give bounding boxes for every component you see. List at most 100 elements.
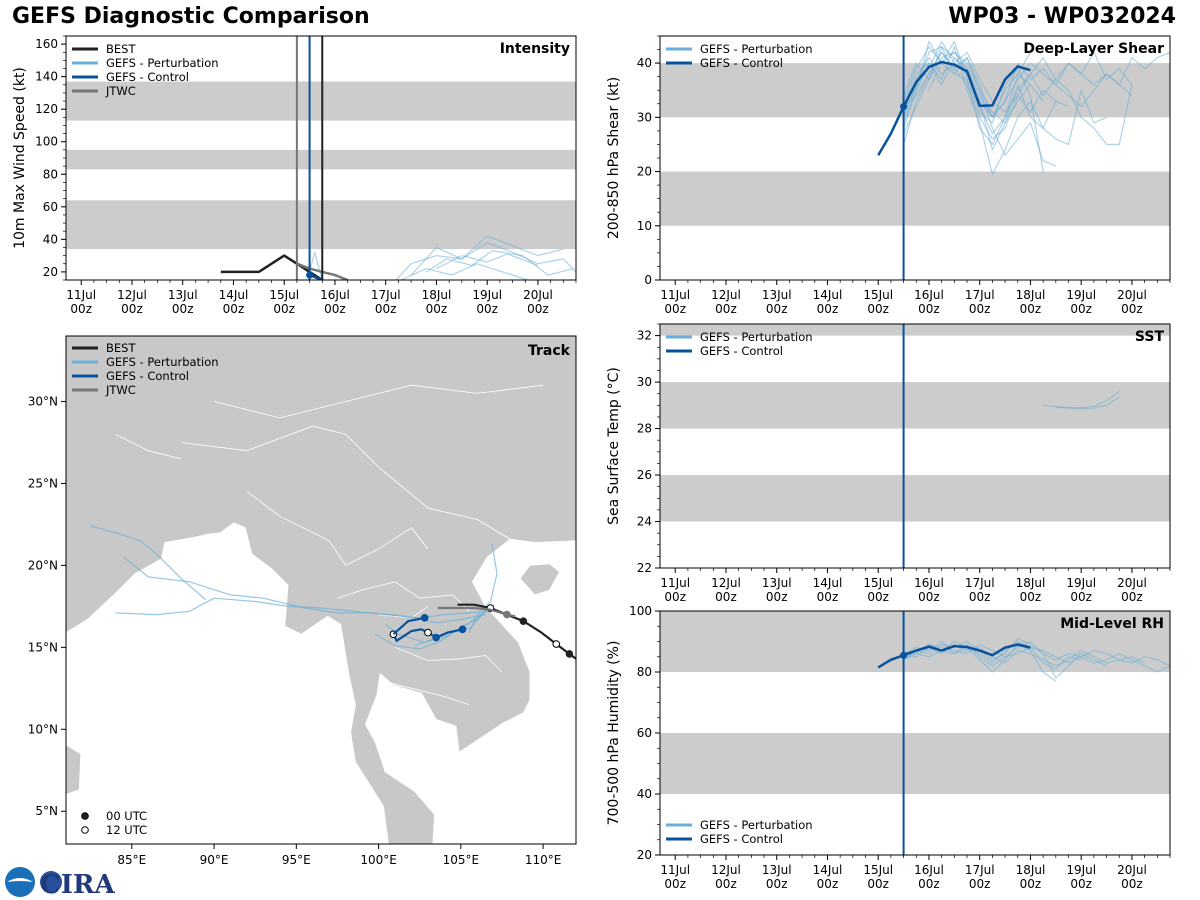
track-xtick-label: 100°E bbox=[360, 853, 397, 867]
sst-ytick-label: 32 bbox=[637, 329, 652, 343]
intensity-ylabel: 10m Max Wind Speed (kt) bbox=[12, 67, 28, 249]
noaa-cira-logo: CIRA bbox=[5, 867, 115, 900]
intensity-series-pert bbox=[425, 250, 574, 276]
rh-xtick-hour: 00z bbox=[715, 877, 737, 891]
sst-panel: 22242628303211Jul00z12Jul00z13Jul00z14Ju… bbox=[606, 323, 1171, 604]
rh-xtick-day: 14Jul bbox=[813, 863, 843, 877]
sst-ytick-label: 30 bbox=[637, 375, 652, 389]
rh-xtick-hour: 00z bbox=[1121, 877, 1143, 891]
intensity-xtick-day: 18Jul bbox=[422, 288, 452, 302]
rh-band bbox=[660, 733, 1170, 794]
shear-xtick-day: 19Jul bbox=[1066, 288, 1096, 302]
sst-ytick-label: 26 bbox=[637, 468, 652, 482]
track-xtick-label: 110°E bbox=[525, 853, 562, 867]
shear-series-pert bbox=[903, 40, 1133, 145]
track-xtick-label: 90°E bbox=[200, 853, 229, 867]
track-series-pert bbox=[123, 556, 486, 624]
shear-xtick-day: 18Jul bbox=[1016, 288, 1046, 302]
intensity-ytick-label: 100 bbox=[35, 135, 58, 149]
shear-series-pert bbox=[903, 57, 1057, 151]
intensity-band bbox=[66, 200, 576, 250]
rh-xtick-hour: 00z bbox=[918, 877, 940, 891]
noaa-logo-icon bbox=[5, 867, 35, 897]
track-ytick-label: 15°N bbox=[28, 640, 58, 654]
sst-series-pert bbox=[1055, 396, 1120, 410]
intensity-plot-area bbox=[66, 36, 576, 280]
shear-xtick-day: 20Jul bbox=[1117, 288, 1147, 302]
country-border bbox=[337, 581, 470, 612]
intensity-ytick-label: 60 bbox=[43, 200, 58, 214]
hainan-island bbox=[519, 563, 561, 596]
rh-ytick-label: 60 bbox=[637, 726, 652, 740]
rh-xtick-day: 20Jul bbox=[1117, 863, 1147, 877]
sst-xtick-day: 15Jul bbox=[863, 576, 893, 590]
intensity-legend-label: BEST bbox=[106, 42, 136, 56]
cira-wordmark: CIRA bbox=[40, 870, 115, 900]
sst-xtick-hour: 00z bbox=[817, 590, 839, 604]
intensity-xtick-hour: 00z bbox=[273, 302, 295, 316]
rh-ylabel: 700-500 hPa Humidity (%) bbox=[606, 641, 622, 826]
intensity-legend-label: GEFS - Control bbox=[106, 70, 189, 84]
country-border bbox=[115, 433, 182, 460]
rh-xtick-hour: 00z bbox=[1020, 877, 1042, 891]
intensity-xtick-hour: 00z bbox=[121, 302, 143, 316]
rh-xtick-day: 13Jul bbox=[762, 863, 792, 877]
sst-xtick-hour: 00z bbox=[664, 590, 686, 604]
country-border bbox=[394, 647, 503, 673]
rh-xtick-day: 11Jul bbox=[660, 863, 690, 877]
country-border bbox=[214, 384, 544, 419]
country-border bbox=[246, 491, 429, 566]
rh-band bbox=[660, 611, 1170, 672]
rh-xtick-hour: 00z bbox=[817, 877, 839, 891]
track-frame bbox=[65, 335, 577, 845]
track-series-control bbox=[392, 616, 425, 636]
shear-ytick-label: 0 bbox=[644, 273, 652, 287]
intensity-xtick-day: 16Jul bbox=[320, 288, 350, 302]
rh-title: Mid-Level RH bbox=[1060, 616, 1164, 632]
shear-ytick-label: 30 bbox=[637, 110, 652, 124]
sst-xtick-hour: 00z bbox=[1070, 590, 1092, 604]
track-ytick-label: 20°N bbox=[28, 558, 58, 572]
shear-legend-label: GEFS - Control bbox=[700, 56, 783, 70]
intensity-xtick-hour: 00z bbox=[476, 302, 498, 316]
shear-xtick-hour: 00z bbox=[1070, 302, 1092, 316]
intensity-xtick-hour: 00z bbox=[223, 302, 245, 316]
rh-ytick-label: 20 bbox=[637, 848, 652, 862]
rh-xtick-day: 15Jul bbox=[863, 863, 893, 877]
sri-lanka bbox=[66, 744, 82, 795]
track-legend-label: BEST bbox=[106, 341, 136, 355]
rh-xtick-hour: 00z bbox=[766, 877, 788, 891]
intensity-xtick-day: 17Jul bbox=[371, 288, 401, 302]
sst-title: SST bbox=[1135, 329, 1165, 345]
intensity-ytick-label: 140 bbox=[35, 70, 58, 84]
rh-panel: 2040608010011Jul00z12Jul00z13Jul00z14Jul… bbox=[606, 604, 1171, 891]
shear-analysis-marker bbox=[900, 102, 908, 110]
sst-xtick-day: 19Jul bbox=[1066, 576, 1096, 590]
rh-xtick-day: 19Jul bbox=[1066, 863, 1096, 877]
shear-xtick-hour: 00z bbox=[1020, 302, 1042, 316]
intensity-xtick-day: 14Jul bbox=[219, 288, 249, 302]
shear-series-pert bbox=[928, 51, 1133, 118]
intensity-band bbox=[66, 149, 576, 170]
track-point-12utc bbox=[424, 628, 432, 637]
shear-legend-label: GEFS - Perturbation bbox=[700, 42, 813, 56]
country-border bbox=[181, 425, 511, 540]
sst-xtick-hour: 00z bbox=[1020, 590, 1042, 604]
intensity-title: Intensity bbox=[500, 41, 570, 57]
intensity-legend-label: GEFS - Perturbation bbox=[106, 56, 219, 70]
track-panel: 85°E 90°E 95°E 100°E 105°E 110°E 5°N 10°N 15°N 20… bbox=[28, 335, 577, 867]
intensity-xtick-day: 12Jul bbox=[117, 288, 147, 302]
track-point-00utc bbox=[432, 633, 440, 642]
shear-ytick-label: 10 bbox=[637, 219, 652, 233]
sst-plot-area bbox=[660, 324, 1170, 568]
intensity-xtick-hour: 00z bbox=[375, 302, 397, 316]
track-marker-legend-label: 00 UTC bbox=[106, 809, 147, 823]
intensity-panel: 2040608010012014016011Jul00z12Jul00z13Ju… bbox=[12, 35, 577, 316]
rh-xtick-day: 12Jul bbox=[711, 863, 741, 877]
track-xtick-label: 95°E bbox=[282, 853, 311, 867]
track-point-12utc bbox=[552, 640, 561, 648]
intensity-ytick-label: 120 bbox=[35, 102, 58, 116]
sst-legend-label: GEFS - Perturbation bbox=[700, 330, 813, 344]
country-border bbox=[378, 679, 470, 706]
